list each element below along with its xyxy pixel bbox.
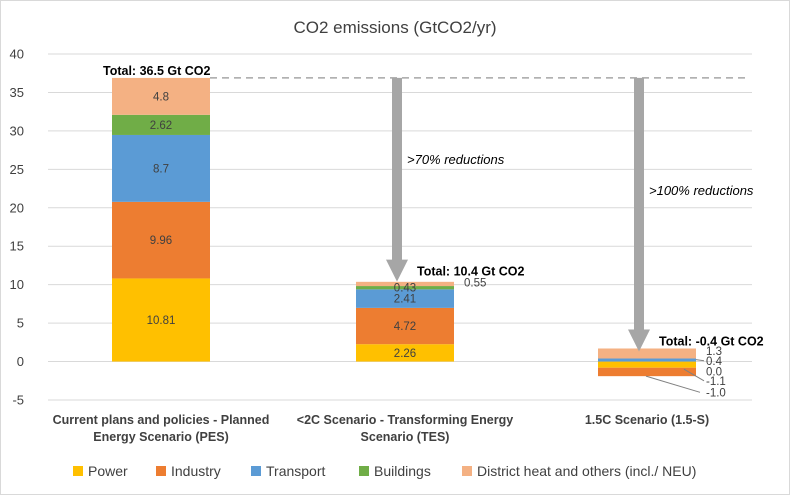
bar-segment	[112, 201, 210, 279]
legend-swatch	[251, 466, 261, 476]
legend-swatch	[156, 466, 166, 476]
bar-segment	[112, 77, 210, 115]
total-label: Total: 10.4 Gt CO2	[417, 264, 524, 278]
side-data-label: -1.0	[706, 387, 726, 399]
y-tick-label: 35	[10, 85, 24, 100]
data-label: 4.72	[394, 321, 416, 333]
category-label: 1.5C Scenario (1.5-S)	[585, 413, 709, 427]
data-label: 2.62	[150, 120, 172, 132]
y-tick-label: 40	[10, 47, 24, 62]
total-label: Total: 36.5 Gt CO2	[103, 64, 210, 78]
bar-segment	[598, 358, 696, 362]
y-tick-label: 25	[10, 162, 24, 177]
leader-line	[645, 375, 701, 393]
bar-segment	[112, 134, 210, 202]
legend-swatch	[359, 466, 369, 476]
bar-segment	[356, 286, 454, 290]
annotations: >70% reductions >100% reductions Total: 36…	[103, 64, 764, 400]
leader-line	[695, 359, 705, 362]
side-data-label: -1.1	[706, 376, 726, 388]
y-tick-label: 5	[17, 316, 24, 331]
data-label: 4.8	[153, 91, 169, 103]
category-label: <2C Scenario - Transforming Energy	[297, 413, 513, 427]
data-label: 2.26	[394, 348, 416, 360]
bar-segment	[112, 114, 210, 135]
segment-labels: 10.81 9.96 8.7 2.62 4.8 2.26 4.72 2.410.43	[147, 91, 417, 360]
reduction-arrow	[628, 77, 650, 352]
y-tick-label: 15	[10, 239, 24, 254]
legend-label: Power	[88, 463, 128, 479]
y-tick-label: 20	[10, 200, 24, 215]
legend-label: Buildings	[374, 463, 431, 479]
legend-swatch	[73, 466, 83, 476]
bar-segment	[356, 344, 454, 362]
legend-swatch	[462, 466, 472, 476]
legend-label: Industry	[171, 463, 221, 479]
category-label: Energy Scenario (PES)	[93, 430, 228, 444]
y-tick-label: 10	[10, 277, 24, 292]
reduction-label: >70% reductions	[407, 152, 505, 167]
leader-line	[683, 368, 705, 382]
bar-segment	[598, 361, 696, 368]
legend-label: Transport	[266, 463, 326, 479]
bar-segment	[598, 348, 696, 359]
total-label: Total: -0.4 Gt CO2	[659, 334, 764, 348]
bar-segment	[356, 307, 454, 345]
category-label: Current plans and policies - Planned	[53, 413, 270, 427]
y-tick-label: -5	[12, 393, 24, 408]
data-label: 0.43	[394, 283, 416, 295]
reduction-label: >100% reductions	[649, 183, 754, 198]
bar-segment	[112, 278, 210, 362]
legend-label: District heat and others (incl./ NEU)	[477, 463, 696, 479]
data-label: 2.41	[394, 294, 416, 306]
legend: Power Industry Transport Buildings District …	[73, 463, 696, 479]
reduction-arrow	[386, 77, 408, 282]
y-axis-tick-labels: -5 0 5 10 15 20 25 30 35 40	[10, 47, 24, 408]
data-label: 8.7	[153, 163, 169, 175]
y-tick-label: 0	[17, 354, 24, 369]
category-labels: Current plans and policies - Planned Ener…	[53, 413, 710, 444]
data-label: 9.96	[150, 235, 172, 247]
side-data-label: 0.4	[706, 356, 723, 368]
bar-segment	[598, 367, 696, 377]
bar-segment	[356, 289, 454, 308]
bars	[112, 77, 696, 377]
category-label: Scenario (TES)	[361, 430, 450, 444]
y-tick-label: 30	[10, 123, 24, 138]
side-data-label: 1.3	[706, 346, 722, 358]
side-data-label: 0.0	[706, 367, 722, 379]
side-data-label: 0.55	[464, 277, 486, 289]
bar-segment	[356, 281, 454, 287]
data-label: 10.81	[147, 315, 176, 327]
chart-title: CO2 emissions (GtCO2/yr)	[293, 18, 496, 37]
